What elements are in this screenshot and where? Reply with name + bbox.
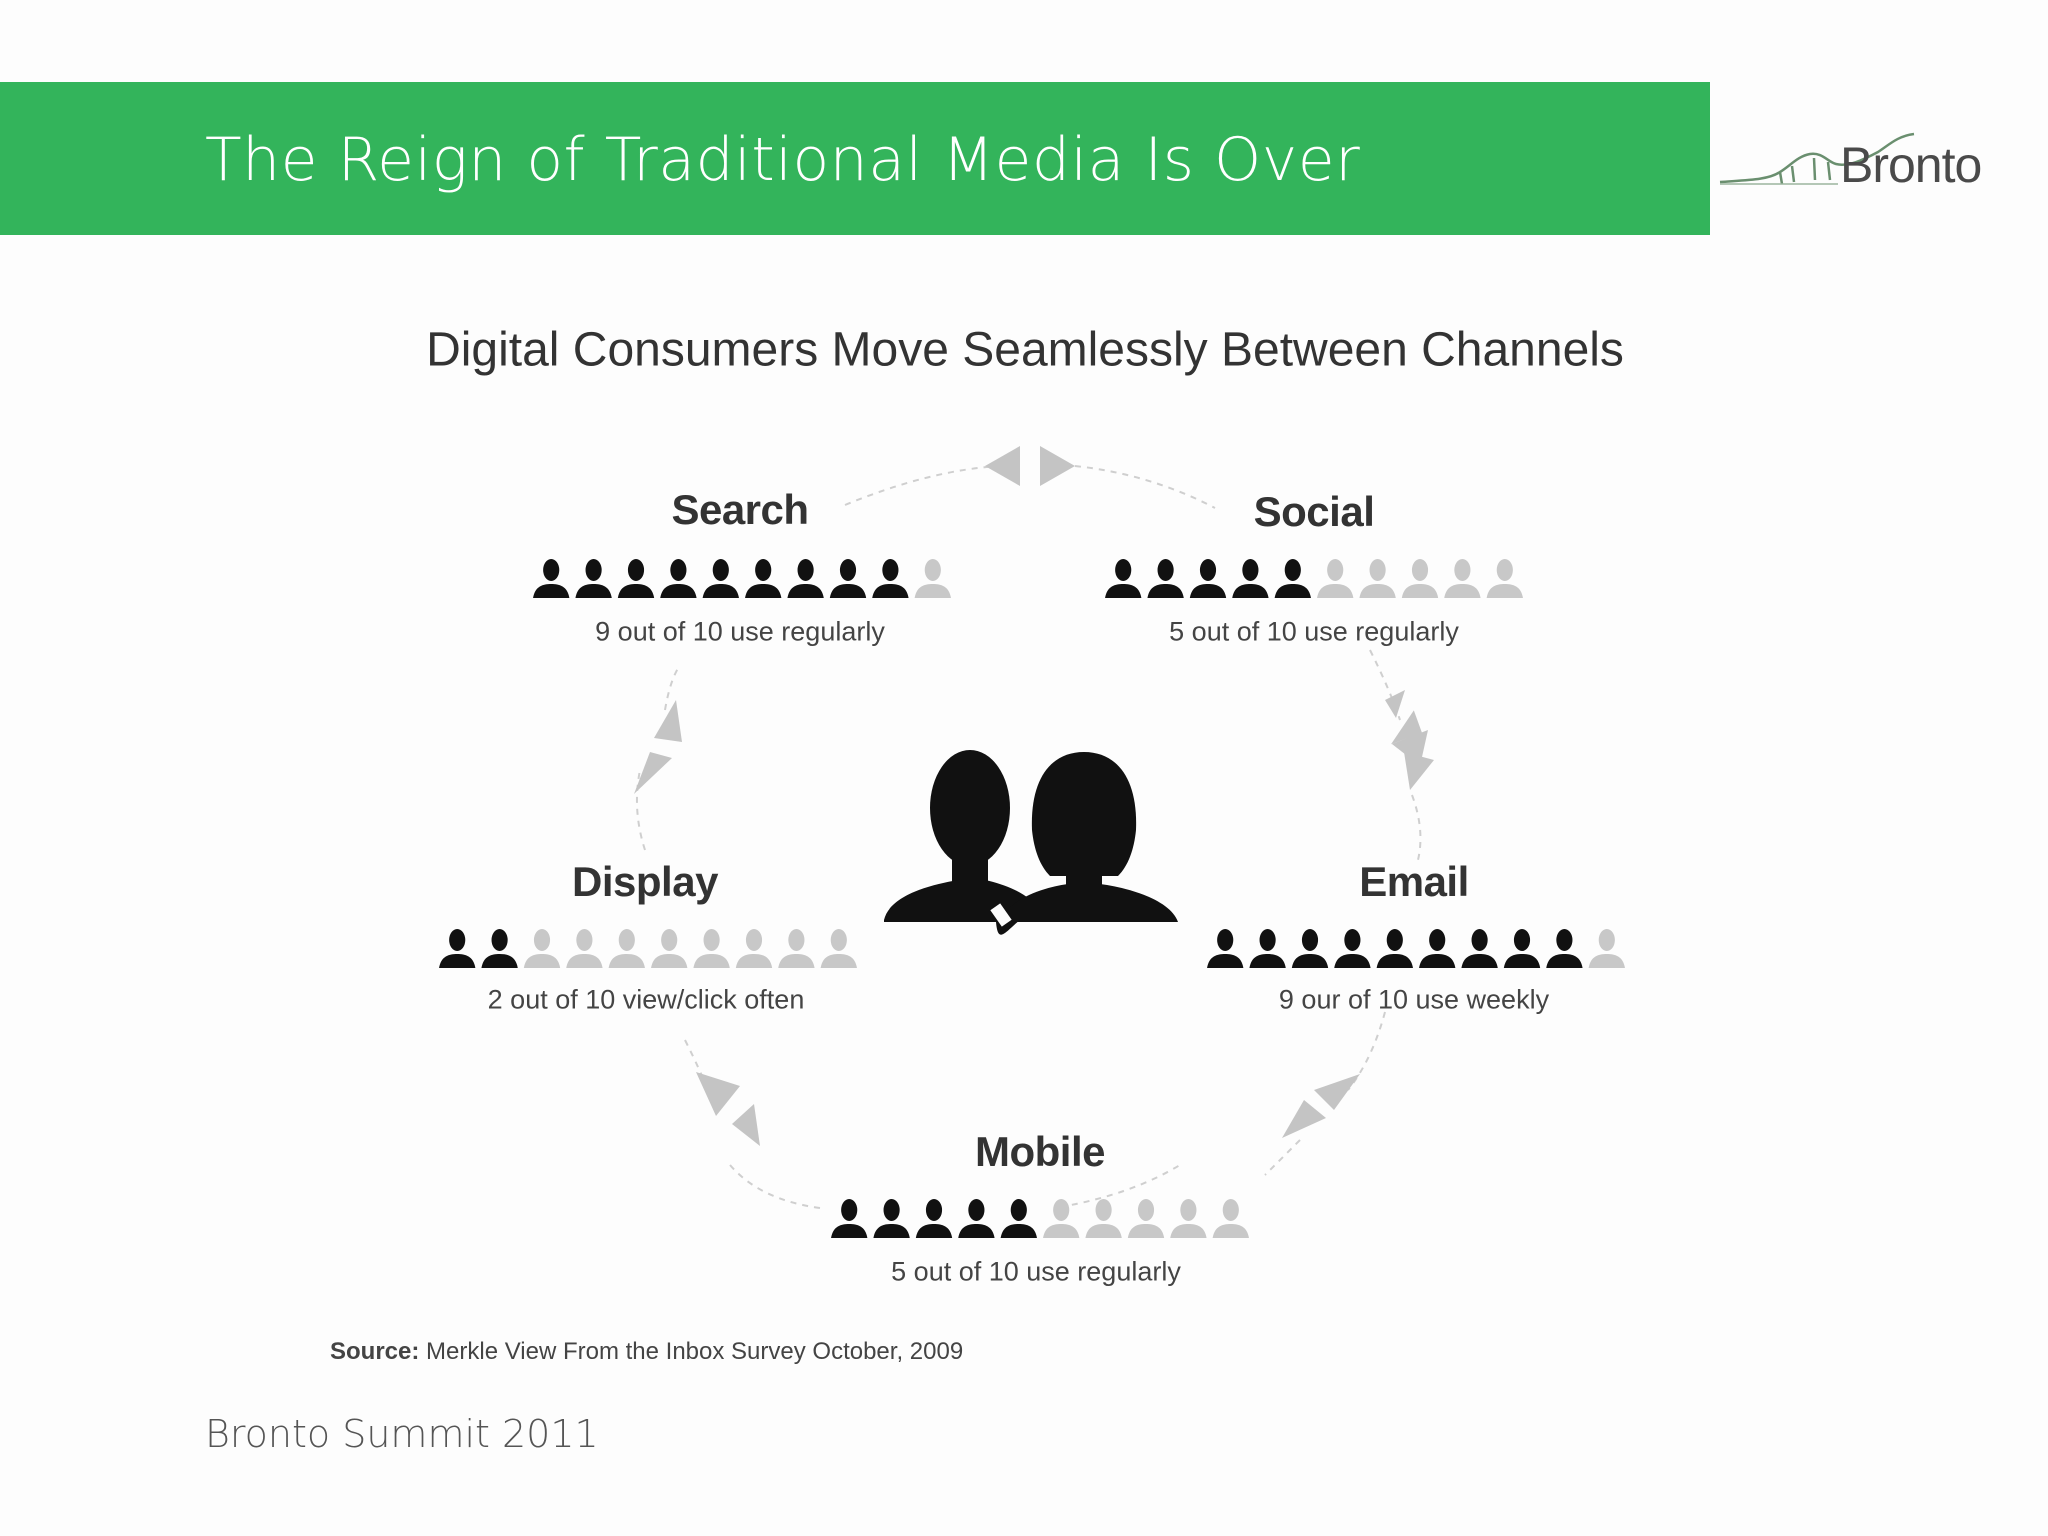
person-icon-filled <box>873 1199 910 1238</box>
person-icon-empty <box>1127 1199 1165 1238</box>
person-icon-empty <box>1359 559 1396 598</box>
person-icon-empty <box>1401 559 1439 598</box>
person-icon-filled <box>533 559 570 598</box>
channel-stat-email: 9 our of 10 use weekly <box>1278 984 1550 1015</box>
people-row-search <box>530 558 954 598</box>
person-icon-filled <box>872 559 909 598</box>
person-icon-filled <box>1334 929 1371 968</box>
footer-text: Bronto Summit 2011 <box>205 1412 599 1456</box>
bronto-logo-icon <box>1719 132 1915 185</box>
person-icon-filled <box>1274 559 1311 598</box>
person-icon-empty <box>1486 559 1523 598</box>
logo-text: Bronto <box>1840 137 1982 193</box>
person-icon-empty <box>1085 1199 1122 1238</box>
person-icon-empty <box>914 559 951 598</box>
channel-label-email: Email <box>1359 858 1469 905</box>
person-icon-filled <box>1419 929 1456 968</box>
person-icon-filled <box>660 559 697 598</box>
people-row-social <box>1102 558 1526 598</box>
person-icon-empty <box>1317 559 1354 598</box>
person-icon-filled <box>1207 929 1244 968</box>
people-row-mobile <box>828 1198 1252 1238</box>
person-icon-filled <box>1249 929 1286 968</box>
person-icon-filled <box>831 1199 868 1238</box>
person-icon-empty <box>1170 1199 1207 1238</box>
person-icon-filled <box>1291 929 1329 968</box>
person-icon-filled <box>787 559 824 598</box>
person-icon-filled <box>617 559 655 598</box>
person-icon-empty <box>820 929 857 968</box>
title-banner <box>0 82 1710 235</box>
person-icon-empty <box>1212 1199 1249 1238</box>
channel-label-mobile: Mobile <box>975 1128 1106 1175</box>
source-text: Merkle View From the Inbox Survey Octobe… <box>426 1338 964 1365</box>
channel-label-social: Social <box>1253 488 1375 535</box>
person-icon-filled <box>745 559 782 598</box>
channel-stat-social: 5 out of 10 use regularly <box>1169 616 1459 647</box>
source-note: Source: Merkle View From the Inbox Surve… <box>330 1338 963 1366</box>
person-icon-filled <box>829 559 867 598</box>
channel-label-search: Search <box>671 486 809 533</box>
person-icon-filled <box>439 929 476 968</box>
person-icon-empty <box>735 929 773 968</box>
person-icon-filled <box>915 1199 953 1238</box>
person-icon-empty <box>778 929 815 968</box>
channel-stat-search: 9 out of 10 use regularly <box>595 616 885 647</box>
person-icon-filled <box>1461 929 1498 968</box>
person-icon-empty <box>651 929 688 968</box>
person-icon-empty <box>608 929 645 968</box>
person-icon-empty <box>523 929 561 968</box>
person-icon-empty <box>566 929 603 968</box>
two-people-icon <box>884 750 1178 935</box>
person-icon-filled <box>1546 929 1583 968</box>
slide-title: The Reign of Traditional Media Is Over <box>205 125 1361 195</box>
person-icon-empty <box>1444 559 1481 598</box>
person-icon-filled <box>575 559 612 598</box>
arrow-icons <box>634 446 1434 1146</box>
source-label: Source: <box>330 1338 420 1365</box>
person-icon-filled <box>1000 1199 1037 1238</box>
people-row-email <box>1204 928 1628 968</box>
person-icon-filled <box>702 559 739 598</box>
person-icon-filled <box>481 929 518 968</box>
person-icon-empty <box>1588 929 1625 968</box>
channel-stat-display: 2 out of 10 view/click often <box>487 984 805 1015</box>
person-icon-filled <box>1105 559 1142 598</box>
people-row-display <box>436 928 860 968</box>
person-icon-empty <box>693 929 730 968</box>
channel-label-display: Display <box>572 858 718 905</box>
channel-stat-mobile: 5 out of 10 use regularly <box>891 1256 1181 1287</box>
person-icon-filled <box>1503 929 1541 968</box>
diagram-title: Digital Consumers Move Seamlessly Betwee… <box>426 323 1624 377</box>
person-icon-filled <box>1189 559 1227 598</box>
person-icon-filled <box>1147 559 1184 598</box>
person-icon-filled <box>958 1199 995 1238</box>
person-icon-empty <box>1043 1199 1080 1238</box>
person-icon-filled <box>1232 559 1269 598</box>
person-icon-filled <box>1376 929 1413 968</box>
